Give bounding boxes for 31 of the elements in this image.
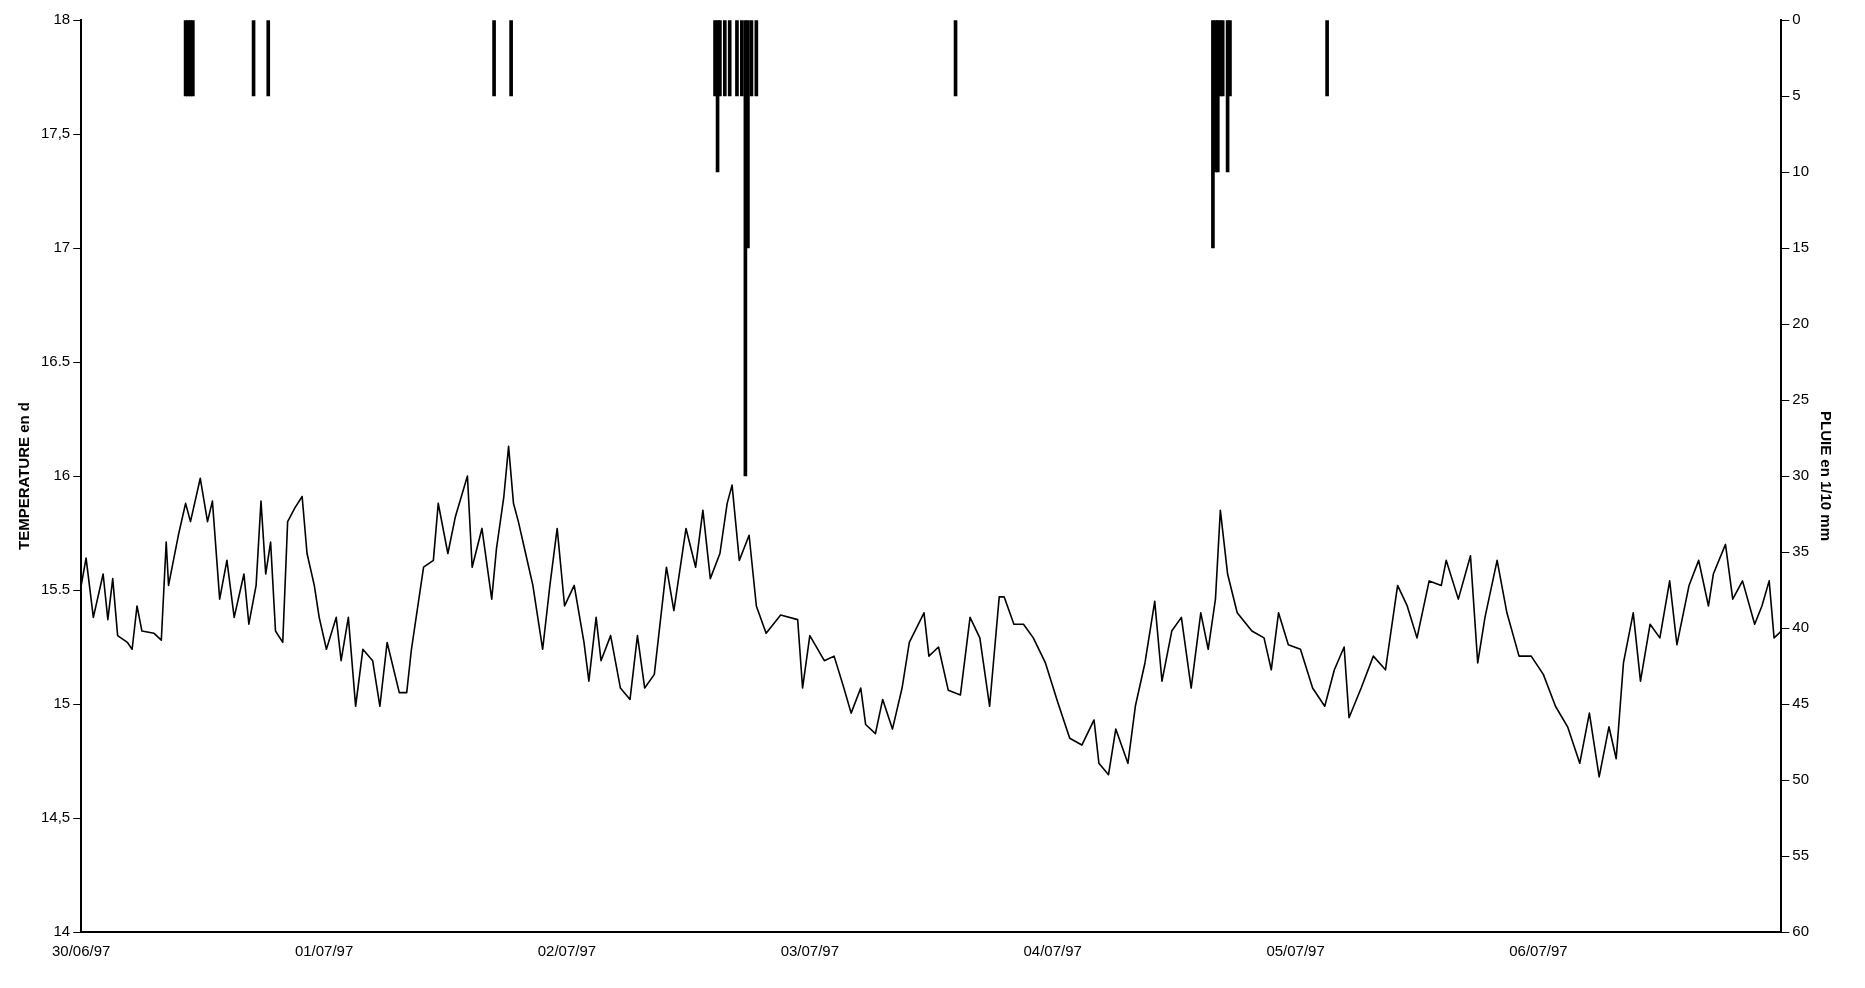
y-tick-label: 15 <box>53 694 71 712</box>
y2-axis-title: PLUIE en 1/10 mm <box>1817 410 1835 542</box>
y2-tick-label: 45 <box>1792 694 1809 712</box>
y2-tick-label: 5 <box>1792 86 1801 104</box>
x-tick-label: 05/07/97 <box>1266 942 1325 960</box>
x-tick-label: 30/06/97 <box>52 942 111 960</box>
y-tick-label: 16 <box>53 466 71 484</box>
y-tick-label: 15.5 <box>40 580 71 598</box>
x-tick-label: 06/07/97 <box>1509 942 1568 960</box>
x-tick-label: 04/07/97 <box>1023 942 1082 960</box>
x-tick-label: 03/07/97 <box>780 942 840 960</box>
y2-tick-label: 0 <box>1792 10 1801 28</box>
y2-tick-label: 15 <box>1792 238 1809 256</box>
y2-tick-label: 30 <box>1792 466 1809 484</box>
y2-tick-label: 55 <box>1792 846 1809 864</box>
x-tick-label: 01/07/97 <box>294 942 354 960</box>
y-axis-title: TEMPERATURE en d <box>15 401 33 551</box>
y2-tick-label: 60 <box>1792 922 1809 940</box>
y-tick-label: 18 <box>53 10 71 28</box>
y2-tick-label: 10 <box>1792 162 1809 180</box>
y-tick-label: 17,5 <box>40 124 71 142</box>
y-tick-label: 17 <box>53 238 71 256</box>
y2-tick-label: 50 <box>1792 770 1809 788</box>
y2-tick-label: 40 <box>1792 618 1809 636</box>
y-tick-label: 14 <box>53 922 71 940</box>
y-tick-label: 14,5 <box>40 808 71 826</box>
y-tick-label: 16.5 <box>40 352 71 370</box>
x-tick-label: 02/07/97 <box>537 942 597 960</box>
y2-tick-label: 35 <box>1792 542 1809 560</box>
y2-tick-label: 20 <box>1792 314 1809 332</box>
y2-tick-label: 25 <box>1792 390 1809 408</box>
